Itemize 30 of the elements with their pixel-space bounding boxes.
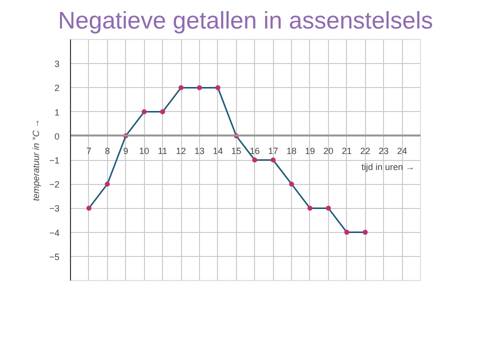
x-tick-label: 23 [378, 146, 389, 156]
x-tick-label: 24 [397, 146, 408, 156]
x-tick-label: 12 [176, 146, 186, 156]
x-tick-label: 18 [286, 146, 297, 156]
x-tick-label: 17 [268, 146, 278, 156]
x-tick-label: 10 [139, 146, 150, 156]
y-tick-label: 1 [54, 107, 60, 118]
x-tick-label: 16 [250, 146, 260, 156]
y-tick-label: −5 [49, 252, 60, 262]
x-tick-label: 15 [231, 146, 242, 156]
y-tick-label: −3 [49, 204, 60, 214]
x-tick-label: 13 [194, 146, 204, 156]
x-tick-label: 20 [323, 146, 334, 156]
x-tick-label: 8 [104, 146, 110, 156]
x-tick-label: 9 [123, 146, 128, 156]
x-tick-label: 7 [86, 146, 92, 156]
y-tick-label: −2 [49, 180, 60, 190]
x-tick-label: 19 [304, 146, 315, 156]
x-tick-label: 11 [158, 146, 168, 156]
x-tick-label: 22 [360, 146, 370, 156]
y-tick-label: −4 [49, 228, 60, 238]
y-tick-label: 3 [54, 59, 60, 70]
x-tick-label: 14 [212, 146, 223, 156]
x-tick-label: 21 [342, 146, 352, 156]
y-axis-title: temperatuur in °C → [31, 118, 42, 202]
y-tick-label: −1 [49, 156, 60, 166]
chart-title: Negatieve getallen in assenstelsels [58, 8, 433, 34]
y-tick-label: 0 [54, 131, 60, 142]
y-tick-label: 2 [54, 83, 60, 94]
x-axis-title: tijd in uren → [361, 162, 415, 172]
